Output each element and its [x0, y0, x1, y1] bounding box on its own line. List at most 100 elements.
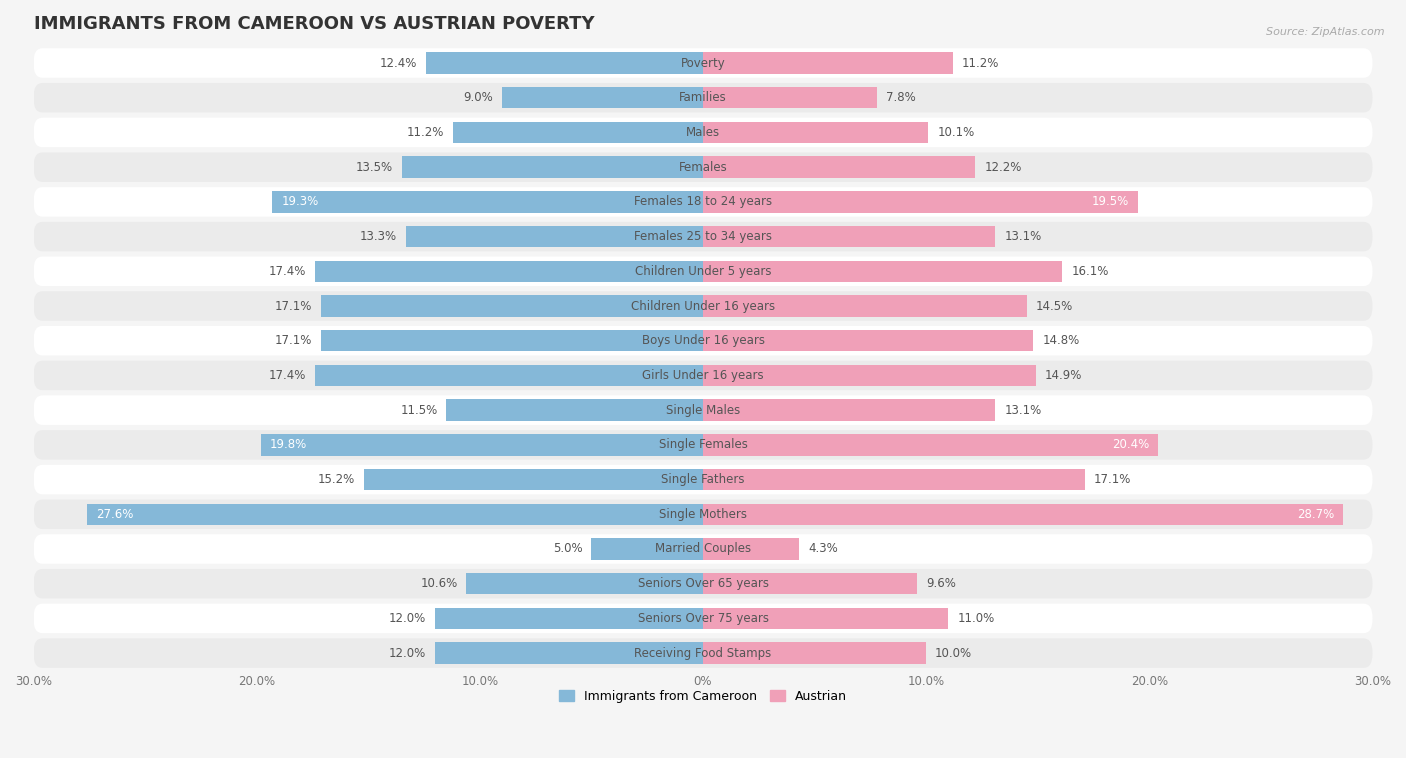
- Bar: [703, 503, 1344, 525]
- Text: Single Males: Single Males: [666, 404, 740, 417]
- FancyBboxPatch shape: [34, 83, 1372, 112]
- Text: Families: Families: [679, 91, 727, 105]
- Bar: [262, 434, 703, 456]
- Text: Children Under 5 years: Children Under 5 years: [634, 265, 772, 277]
- FancyBboxPatch shape: [34, 500, 1372, 529]
- Bar: [273, 191, 703, 213]
- FancyBboxPatch shape: [34, 291, 1372, 321]
- Text: 17.1%: 17.1%: [276, 299, 312, 312]
- Bar: [406, 226, 703, 247]
- FancyBboxPatch shape: [34, 256, 1372, 286]
- Bar: [467, 573, 703, 594]
- Text: 14.9%: 14.9%: [1045, 369, 1081, 382]
- Text: 15.2%: 15.2%: [318, 473, 354, 486]
- Bar: [322, 330, 703, 352]
- Text: 19.8%: 19.8%: [270, 438, 308, 451]
- Text: 17.1%: 17.1%: [1094, 473, 1130, 486]
- Bar: [703, 156, 976, 178]
- Text: Females: Females: [679, 161, 727, 174]
- Bar: [703, 365, 1035, 386]
- Bar: [703, 608, 949, 629]
- Text: 11.2%: 11.2%: [962, 57, 1000, 70]
- Text: Seniors Over 65 years: Seniors Over 65 years: [637, 577, 769, 590]
- Text: 14.8%: 14.8%: [1042, 334, 1080, 347]
- Text: Single Fathers: Single Fathers: [661, 473, 745, 486]
- Text: Receiving Food Stamps: Receiving Food Stamps: [634, 647, 772, 659]
- Text: 16.1%: 16.1%: [1071, 265, 1108, 277]
- Text: 7.8%: 7.8%: [886, 91, 915, 105]
- Bar: [87, 503, 703, 525]
- Bar: [446, 399, 703, 421]
- Text: 12.0%: 12.0%: [389, 647, 426, 659]
- Text: 9.0%: 9.0%: [464, 91, 494, 105]
- Text: Boys Under 16 years: Boys Under 16 years: [641, 334, 765, 347]
- Bar: [322, 296, 703, 317]
- Text: Poverty: Poverty: [681, 57, 725, 70]
- Text: 12.0%: 12.0%: [389, 612, 426, 625]
- Text: 13.1%: 13.1%: [1004, 230, 1042, 243]
- Bar: [402, 156, 703, 178]
- Text: 17.1%: 17.1%: [276, 334, 312, 347]
- Bar: [703, 330, 1033, 352]
- FancyBboxPatch shape: [34, 361, 1372, 390]
- Bar: [703, 296, 1026, 317]
- FancyBboxPatch shape: [34, 187, 1372, 217]
- Text: 10.0%: 10.0%: [935, 647, 972, 659]
- Bar: [315, 365, 703, 386]
- Text: 12.4%: 12.4%: [380, 57, 418, 70]
- Bar: [703, 52, 953, 74]
- Text: Children Under 16 years: Children Under 16 years: [631, 299, 775, 312]
- Text: 27.6%: 27.6%: [96, 508, 134, 521]
- Text: Seniors Over 75 years: Seniors Over 75 years: [637, 612, 769, 625]
- Text: 20.4%: 20.4%: [1112, 438, 1149, 451]
- Text: Source: ZipAtlas.com: Source: ZipAtlas.com: [1267, 27, 1385, 36]
- Bar: [364, 468, 703, 490]
- FancyBboxPatch shape: [34, 222, 1372, 252]
- Text: 14.5%: 14.5%: [1035, 299, 1073, 312]
- Text: 5.0%: 5.0%: [553, 543, 582, 556]
- Bar: [426, 52, 703, 74]
- Bar: [703, 261, 1063, 282]
- Bar: [315, 261, 703, 282]
- Bar: [703, 226, 995, 247]
- Text: 13.5%: 13.5%: [356, 161, 392, 174]
- FancyBboxPatch shape: [34, 534, 1372, 564]
- Bar: [703, 642, 927, 664]
- Text: Single Mothers: Single Mothers: [659, 508, 747, 521]
- Bar: [436, 642, 703, 664]
- Bar: [703, 399, 995, 421]
- Text: IMMIGRANTS FROM CAMEROON VS AUSTRIAN POVERTY: IMMIGRANTS FROM CAMEROON VS AUSTRIAN POV…: [34, 15, 595, 33]
- Text: 11.2%: 11.2%: [406, 126, 444, 139]
- Bar: [703, 191, 1139, 213]
- Text: 11.0%: 11.0%: [957, 612, 994, 625]
- Bar: [453, 122, 703, 143]
- Text: 13.1%: 13.1%: [1004, 404, 1042, 417]
- Text: 28.7%: 28.7%: [1298, 508, 1334, 521]
- Bar: [703, 122, 928, 143]
- Text: 9.6%: 9.6%: [927, 577, 956, 590]
- FancyBboxPatch shape: [34, 603, 1372, 633]
- Text: 19.5%: 19.5%: [1092, 196, 1129, 208]
- Bar: [436, 608, 703, 629]
- FancyBboxPatch shape: [34, 117, 1372, 147]
- FancyBboxPatch shape: [34, 326, 1372, 356]
- Text: Married Couples: Married Couples: [655, 543, 751, 556]
- FancyBboxPatch shape: [34, 430, 1372, 459]
- FancyBboxPatch shape: [34, 638, 1372, 668]
- Bar: [703, 87, 877, 108]
- Text: Girls Under 16 years: Girls Under 16 years: [643, 369, 763, 382]
- Text: Females 18 to 24 years: Females 18 to 24 years: [634, 196, 772, 208]
- Text: 12.2%: 12.2%: [984, 161, 1022, 174]
- Text: Females 25 to 34 years: Females 25 to 34 years: [634, 230, 772, 243]
- Bar: [592, 538, 703, 559]
- Text: Males: Males: [686, 126, 720, 139]
- Bar: [703, 434, 1159, 456]
- FancyBboxPatch shape: [34, 569, 1372, 599]
- Text: 10.6%: 10.6%: [420, 577, 457, 590]
- FancyBboxPatch shape: [34, 396, 1372, 425]
- Text: 10.1%: 10.1%: [938, 126, 974, 139]
- Bar: [703, 538, 799, 559]
- Text: 17.4%: 17.4%: [269, 369, 305, 382]
- Text: 19.3%: 19.3%: [281, 196, 319, 208]
- FancyBboxPatch shape: [34, 465, 1372, 494]
